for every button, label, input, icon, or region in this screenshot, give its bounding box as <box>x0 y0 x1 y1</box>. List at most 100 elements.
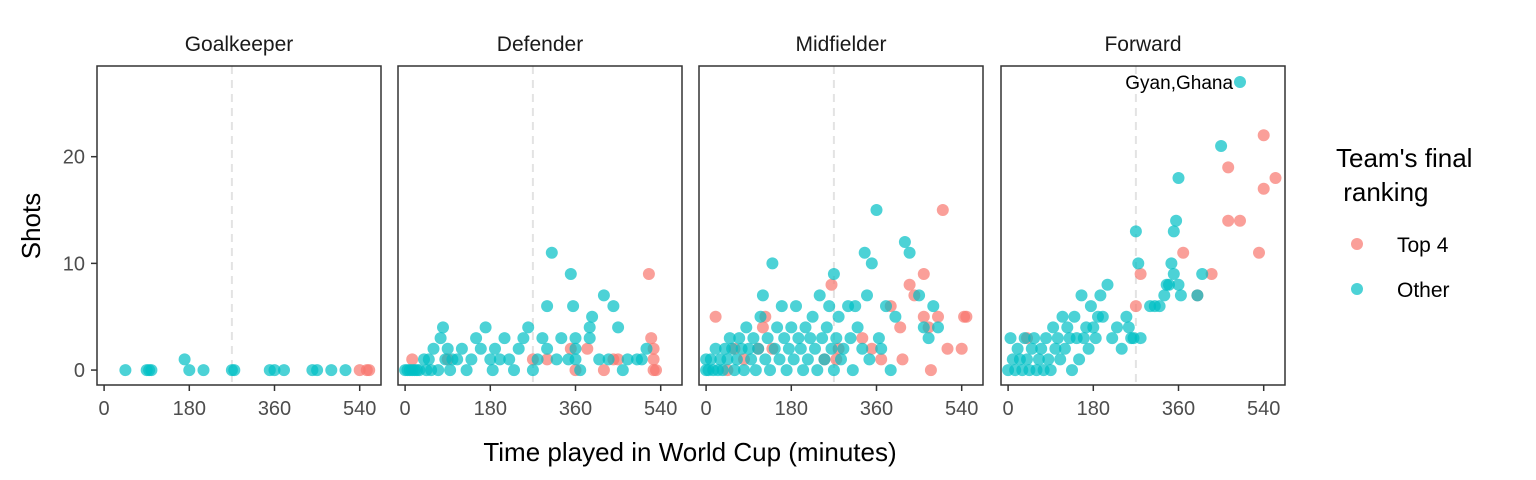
point-top-4-defender <box>645 332 658 345</box>
point-top-4-defender <box>406 353 419 366</box>
point-other-midfielder <box>825 342 838 355</box>
point-other-forward <box>1191 289 1204 302</box>
point-top-4-forward <box>1222 161 1235 174</box>
point-other-forward <box>1153 300 1166 313</box>
point-top-4-forward <box>1269 172 1282 184</box>
point-other-midfielder <box>738 364 750 377</box>
point-other-midfielder <box>775 300 788 313</box>
point-other-defender <box>567 300 580 313</box>
point-other-midfielder <box>917 321 930 334</box>
point-other-midfielder <box>797 364 810 377</box>
point-top-4-defender <box>642 268 655 280</box>
point-other-forward <box>1111 321 1123 334</box>
x-tick-label: 180 <box>775 398 808 420</box>
point-top-4-midfielder <box>875 353 888 366</box>
point-other-midfielder <box>932 321 944 334</box>
point-top-4-midfielder <box>955 342 968 355</box>
y-tick-label: 0 <box>74 360 85 382</box>
point-other-forward <box>1172 278 1185 291</box>
point-other-midfielder <box>865 257 878 270</box>
legend-label-other: Other <box>1397 279 1450 302</box>
point-other-goalkeeper <box>278 364 290 377</box>
point-other-defender <box>526 364 539 377</box>
point-other-defender <box>616 364 629 377</box>
point-other-forward <box>1132 257 1145 270</box>
point-other-midfielder <box>764 364 776 377</box>
facet-title-defender: Defender <box>497 33 583 56</box>
point-top-4-forward <box>1205 268 1218 280</box>
point-other-defender <box>517 332 530 345</box>
point-other-defender <box>486 364 499 377</box>
point-other-defender <box>451 353 464 366</box>
point-other-defender <box>569 342 582 355</box>
x-tick-label: 360 <box>559 398 592 420</box>
point-other-defender <box>612 321 625 334</box>
point-other-forward <box>1011 342 1024 355</box>
point-top-4-midfielder <box>856 332 869 345</box>
point-other-defender <box>479 321 492 334</box>
point-other-defender <box>508 364 520 377</box>
x-tick-label: 360 <box>258 398 291 420</box>
point-other-midfielder <box>903 246 916 259</box>
facet-title-goalkeeper: Goalkeeper <box>185 33 294 56</box>
point-top-4-midfielder <box>756 321 769 334</box>
legend-key-top-4 <box>1351 238 1363 250</box>
point-other-forward <box>1049 342 1062 355</box>
point-other-defender <box>536 332 549 345</box>
point-other-forward <box>1234 76 1246 88</box>
point-other-midfielder <box>858 246 871 259</box>
point-other-forward <box>1047 321 1060 334</box>
point-other-forward <box>1084 300 1097 313</box>
panel-border <box>96 65 382 386</box>
point-other-midfielder <box>827 364 840 377</box>
legend-label-top-4: Top 4 <box>1397 234 1449 257</box>
point-top-4-midfielder <box>960 310 973 323</box>
point-other-defender <box>545 246 558 259</box>
point-other-midfielder <box>728 364 741 377</box>
point-other-defender <box>541 342 554 355</box>
point-other-defender <box>593 353 606 366</box>
point-other-midfielder <box>837 342 850 355</box>
point-top-4-midfielder <box>917 310 930 323</box>
point-other-midfielder <box>745 353 758 366</box>
point-top-4-midfielder <box>924 364 937 377</box>
point-other-defender <box>460 364 473 377</box>
point-other-forward <box>1167 268 1180 280</box>
point-other-forward <box>1068 310 1081 323</box>
x-tick-label: 180 <box>173 398 206 420</box>
point-other-midfielder <box>773 353 786 366</box>
point-other-defender <box>503 353 516 366</box>
point-other-forward <box>1042 353 1055 366</box>
point-other-midfielder <box>922 332 935 345</box>
point-other-midfielder <box>875 342 888 355</box>
point-top-4-midfielder <box>709 310 722 323</box>
point-top-4-forward <box>1222 214 1235 227</box>
point-other-midfielder <box>730 353 743 366</box>
point-other-midfielder <box>747 332 760 345</box>
point-other-forward <box>1163 278 1175 291</box>
point-other-forward <box>1004 332 1017 345</box>
point-other-forward <box>1122 321 1135 334</box>
point-other-forward <box>1196 268 1209 280</box>
x-tick-label: 0 <box>400 398 411 420</box>
y-axis-title: Shots <box>16 193 46 260</box>
point-other-midfielder <box>846 364 859 377</box>
point-other-midfielder <box>827 268 840 280</box>
point-other-midfielder <box>752 342 765 355</box>
point-other-forward <box>1082 342 1095 355</box>
legend-title-line-1: Team's final <box>1336 143 1472 173</box>
point-other-defender <box>427 342 440 355</box>
point-other-midfielder <box>813 289 826 302</box>
point-other-forward <box>1040 332 1052 345</box>
point-other-midfielder <box>851 321 864 334</box>
point-other-forward <box>1035 342 1048 355</box>
point-top-4-defender <box>581 342 594 355</box>
legend-key-other <box>1351 283 1363 295</box>
point-other-forward <box>1158 289 1171 302</box>
point-other-defender <box>444 364 457 377</box>
facet-title-forward: Forward <box>1104 33 1181 56</box>
point-other-midfielder <box>749 364 762 377</box>
point-other-forward <box>1056 310 1069 323</box>
point-other-midfielder <box>742 342 755 355</box>
